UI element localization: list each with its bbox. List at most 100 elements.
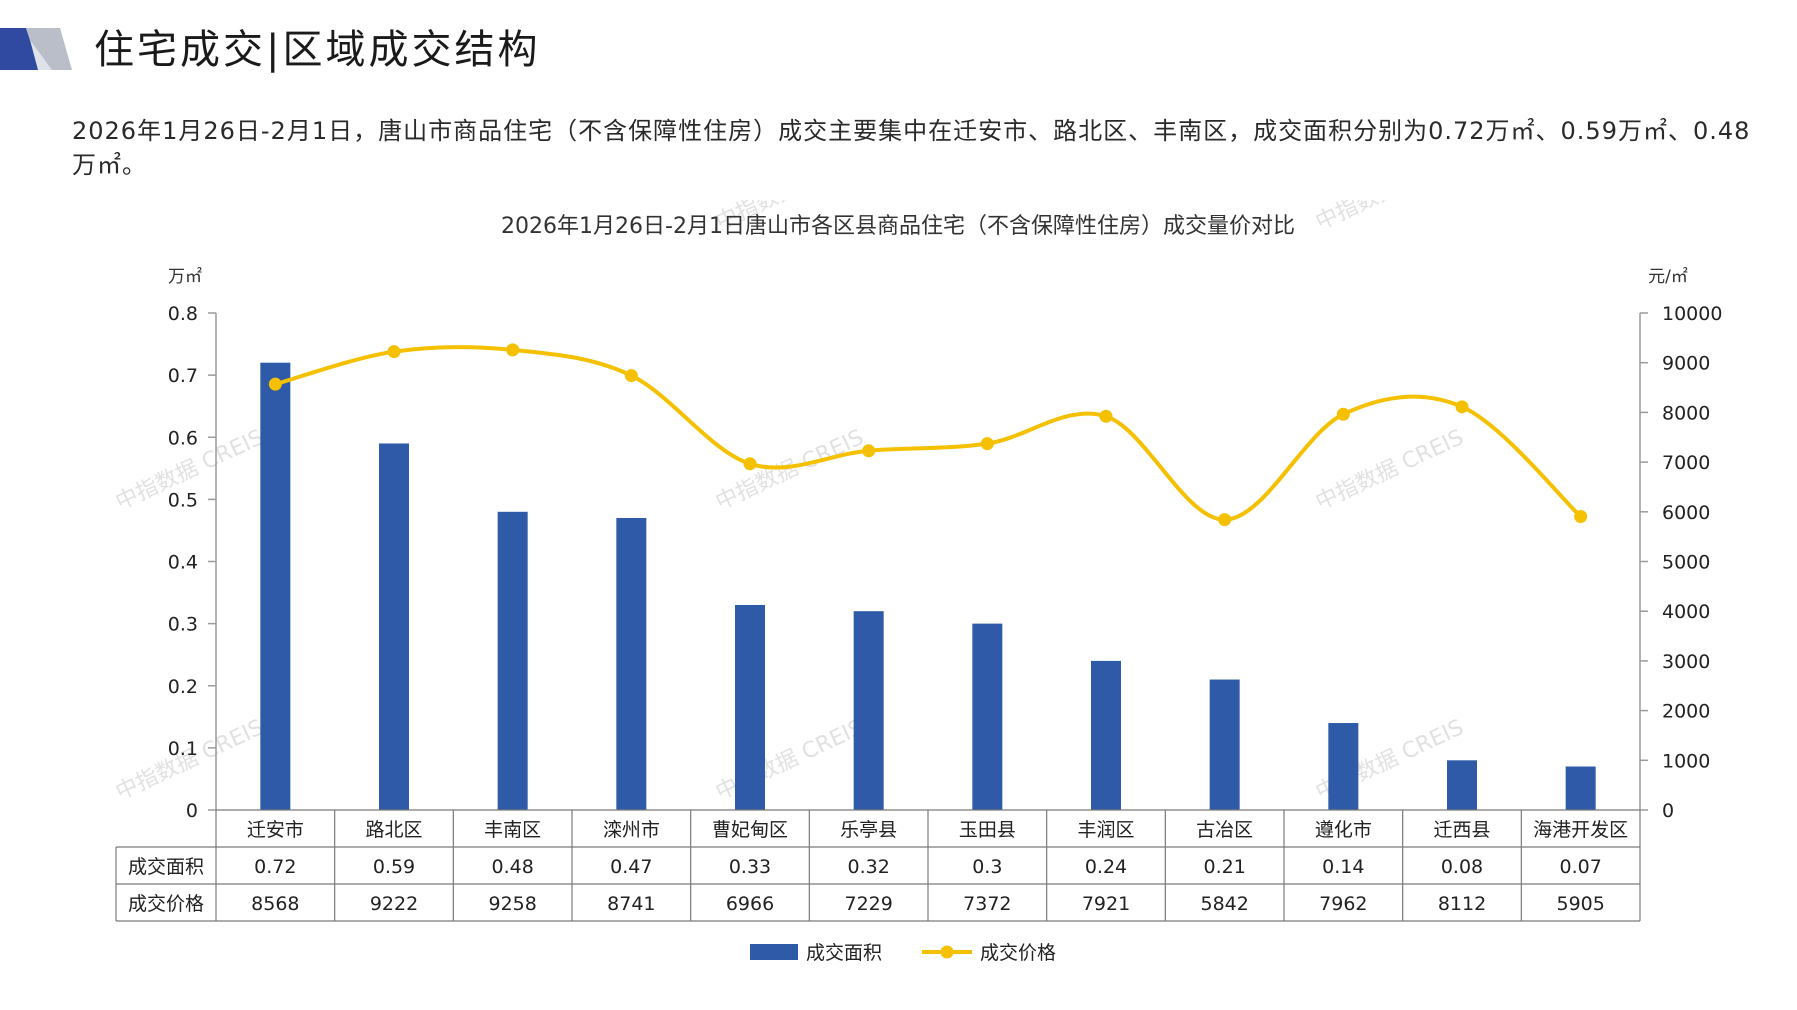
- category-label: 路北区: [365, 819, 422, 841]
- table-value: 0.33: [729, 856, 771, 878]
- price-line: [274, 345, 1583, 522]
- table-value: 0.08: [1441, 856, 1483, 878]
- price-point-玉田县: [980, 437, 994, 451]
- watermark-layer: 中指数据 CREIS 中指数据 CREIS 中指数据 CREIS 中指数据 CREIS…: [112, 200, 1468, 805]
- table-value: 0.21: [1204, 856, 1246, 878]
- right-tick-label: 3000: [1662, 651, 1710, 673]
- table-value: 0.3: [972, 856, 1002, 878]
- page-header: 住宅成交|区域成交结构: [0, 28, 700, 72]
- table-value: 5905: [1556, 893, 1604, 915]
- bar-丰南区: [497, 511, 528, 810]
- watermark-text: 中指数据 CREIS: [712, 425, 868, 515]
- price-point-丰润区: [1099, 409, 1113, 423]
- right-tick-label: 5000: [1662, 552, 1710, 574]
- table-value: 7372: [963, 893, 1011, 915]
- table-value: 9258: [488, 893, 536, 915]
- price-point-路北区: [387, 345, 401, 359]
- left-tick-label: 0.6: [168, 427, 198, 449]
- watermark-text: 中指数据 CREIS: [1312, 425, 1468, 515]
- right-tick-label: 10000: [1662, 303, 1722, 325]
- legend: 成交面积 成交价格: [750, 942, 1056, 964]
- left-tick-label: 0.4: [168, 552, 198, 574]
- table-value: 7921: [1082, 893, 1130, 915]
- page-title: 住宅成交|区域成交结构: [94, 27, 541, 73]
- left-tick-label: 0.7: [168, 365, 198, 387]
- right-tick-label: 6000: [1662, 502, 1710, 524]
- price-point-乐亭县: [862, 444, 876, 458]
- header-logo: [0, 28, 72, 70]
- right-tick-label: 2000: [1662, 701, 1710, 723]
- price-point-海港开发区: [1574, 510, 1588, 524]
- table-value: 8741: [607, 893, 655, 915]
- chart-title: 2026年1月26日-2月1日唐山市各区县商品住宅（不含保障性住房）成交量价对比: [501, 214, 1295, 239]
- left-tick-label: 0.3: [168, 614, 198, 636]
- bar-迁安市: [260, 362, 291, 810]
- price-point-曹妃甸区: [743, 457, 757, 471]
- price-point-迁安市: [268, 377, 282, 391]
- bar-曹妃甸区: [735, 604, 765, 810]
- category-label: 曹妃甸区: [712, 819, 788, 841]
- right-tick-label: 1000: [1662, 750, 1710, 772]
- legend-label-price: 成交价格: [980, 942, 1056, 964]
- right-axis-unit: 元/㎡: [1648, 267, 1688, 287]
- price-point-丰南区: [506, 343, 520, 357]
- right-tick-label: 9000: [1662, 353, 1710, 375]
- watermark-text: 中指数据 CREIS: [1312, 200, 1468, 235]
- bar-玉田县: [972, 623, 1003, 810]
- table-value: 8568: [251, 893, 299, 915]
- table-value: 7962: [1319, 893, 1367, 915]
- bars-series: [260, 362, 1596, 810]
- legend-swatch-point: [940, 945, 954, 959]
- intro-paragraph: 2026年1月26日-2月1日，唐山市商品住宅（不含保障性住房）成交主要集中在迁…: [72, 117, 1751, 179]
- legend-swatch-bar: [750, 944, 798, 960]
- left-tick-label: 0.1: [168, 738, 198, 760]
- left-axis-unit: 万㎡: [168, 267, 202, 287]
- bar-海港开发区: [1565, 766, 1596, 810]
- right-tick-label: 4000: [1662, 601, 1710, 623]
- table-value: 0.14: [1322, 856, 1364, 878]
- category-label: 乐亭县: [840, 819, 897, 841]
- right-tick-label: 7000: [1662, 452, 1710, 474]
- bar-乐亭县: [853, 611, 884, 810]
- right-tick-label: 8000: [1662, 402, 1710, 424]
- table-value: 9222: [370, 893, 418, 915]
- category-label: 迁安市: [247, 819, 304, 841]
- category-label: 丰润区: [1077, 819, 1134, 841]
- chart: 中指数据 CREIS 中指数据 CREIS 中指数据 CREIS 中指数据 CREIS…: [112, 200, 1723, 964]
- category-label: 遵化市: [1315, 819, 1372, 841]
- left-tick-label: 0.5: [168, 489, 198, 511]
- bar-遵化市: [1328, 723, 1359, 810]
- table-value: 0.72: [254, 856, 296, 878]
- table-value: 0.32: [848, 856, 890, 878]
- table-value: 7229: [844, 893, 892, 915]
- table-value: 8112: [1438, 893, 1486, 915]
- price-line-series: [268, 343, 1588, 527]
- table-row-header: 成交面积: [128, 856, 204, 878]
- left-tick-label: 0.8: [168, 303, 198, 325]
- category-label: 滦州市: [603, 819, 660, 841]
- right-tick-label: 0: [1662, 800, 1674, 822]
- left-tick-label: 0: [186, 800, 198, 822]
- watermark-text: 中指数据 CREIS: [112, 715, 268, 805]
- table-value: 0.48: [492, 856, 534, 878]
- category-label: 迁西县: [1433, 819, 1490, 841]
- price-point-古冶区: [1218, 513, 1232, 527]
- category-label: 海港开发区: [1533, 819, 1628, 841]
- table-value: 0.07: [1560, 856, 1602, 878]
- legend-label-area: 成交面积: [806, 942, 882, 964]
- category-label: 古冶区: [1196, 819, 1253, 841]
- bar-迁西县: [1447, 760, 1477, 810]
- table-value: 0.59: [373, 856, 415, 878]
- bar-丰润区: [1091, 660, 1121, 810]
- table-row-header: 成交价格: [128, 893, 204, 915]
- price-point-迁西县: [1455, 400, 1469, 414]
- axes: 0.80.70.60.50.40.30.20.10100009000800070…: [168, 303, 1723, 822]
- price-point-滦州市: [624, 369, 638, 383]
- table-value: 0.24: [1085, 856, 1127, 878]
- data-table: 迁安市 路北区 丰南区 滦州市 曹妃甸区 乐亭县 玉田县 丰润区 古冶区 遵化市 迁西县 海港开发区成…: [115, 809, 1641, 922]
- left-tick-label: 0.2: [168, 676, 198, 698]
- bar-路北区: [379, 443, 409, 810]
- bar-滦州市: [616, 518, 647, 810]
- category-label: 丰南区: [484, 819, 541, 841]
- table-value: 0.47: [610, 856, 652, 878]
